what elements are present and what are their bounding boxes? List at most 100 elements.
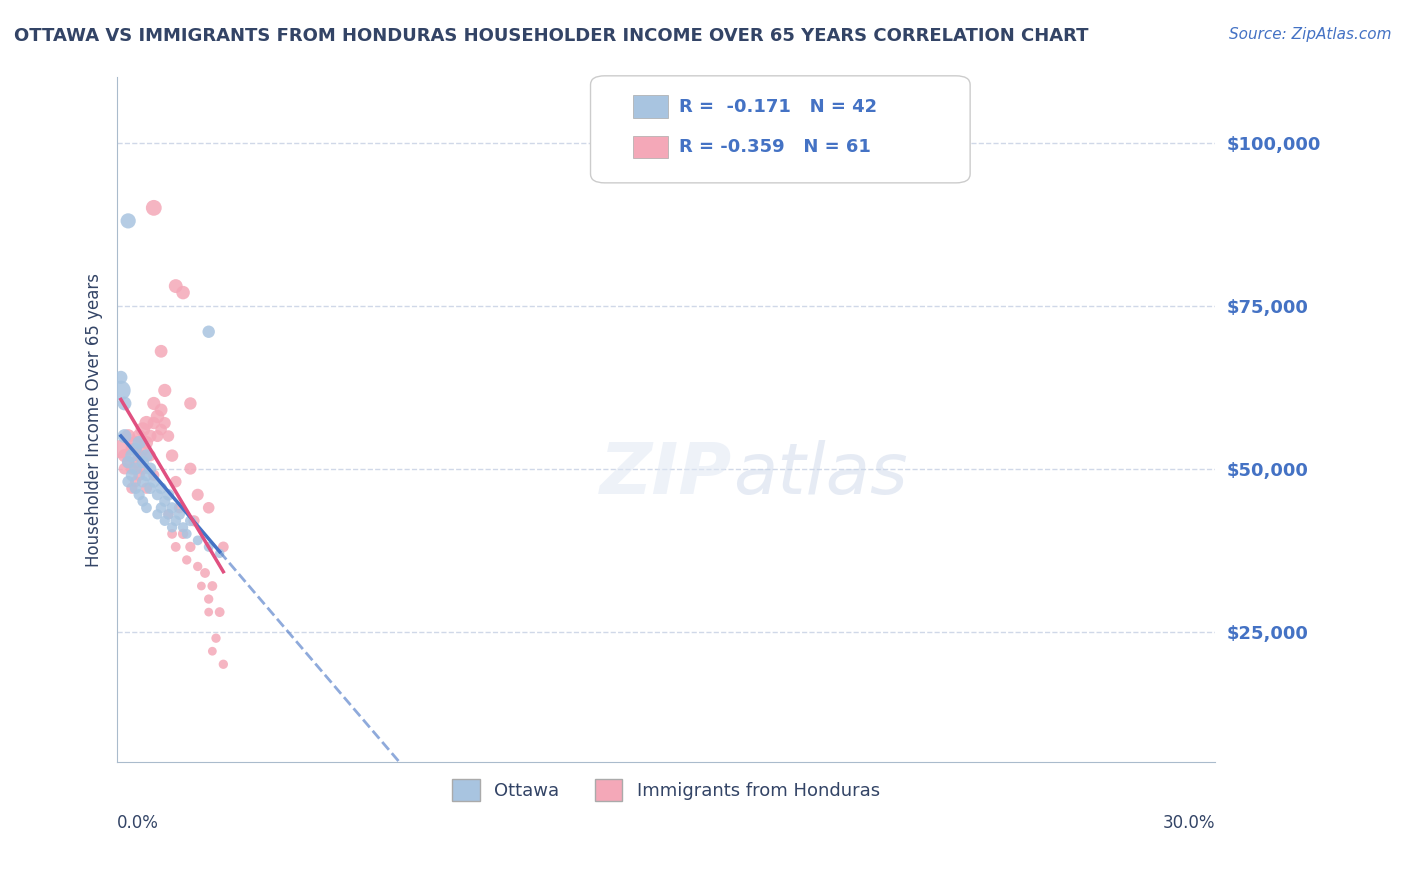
- Point: [165, 475, 187, 489]
- Point: [135, 435, 157, 450]
- Point: [142, 201, 165, 215]
- Point: [179, 396, 201, 410]
- Point: [212, 657, 235, 672]
- Point: [135, 481, 157, 495]
- Point: [160, 526, 183, 541]
- Legend: Ottawa, Immigrants from Honduras: Ottawa, Immigrants from Honduras: [446, 772, 887, 808]
- Text: OTTAWA VS IMMIGRANTS FROM HONDURAS HOUSEHOLDER INCOME OVER 65 YEARS CORRELATION : OTTAWA VS IMMIGRANTS FROM HONDURAS HOUSE…: [14, 27, 1088, 45]
- Text: Source: ZipAtlas.com: Source: ZipAtlas.com: [1229, 27, 1392, 42]
- Point: [132, 442, 155, 456]
- Point: [132, 461, 155, 475]
- Point: [201, 644, 224, 658]
- Point: [146, 409, 169, 424]
- Point: [190, 579, 212, 593]
- Point: [172, 285, 194, 300]
- Point: [197, 540, 219, 554]
- Point: [179, 461, 201, 475]
- Point: [124, 455, 146, 469]
- Point: [128, 449, 150, 463]
- Point: [179, 540, 201, 554]
- Point: [114, 461, 136, 475]
- Point: [169, 508, 191, 522]
- Point: [197, 592, 219, 607]
- Point: [208, 546, 231, 560]
- Point: [132, 475, 155, 489]
- Point: [135, 449, 157, 463]
- Point: [153, 384, 176, 398]
- Point: [124, 475, 146, 489]
- Point: [117, 455, 139, 469]
- Point: [142, 475, 165, 489]
- Point: [179, 514, 201, 528]
- Point: [121, 481, 143, 495]
- Point: [157, 508, 180, 522]
- Point: [110, 384, 132, 398]
- Point: [183, 514, 205, 528]
- Text: 0.0%: 0.0%: [117, 814, 159, 832]
- Point: [142, 396, 165, 410]
- Point: [153, 514, 176, 528]
- Point: [117, 214, 139, 228]
- Point: [121, 449, 143, 463]
- Point: [117, 455, 139, 469]
- Text: ZIP: ZIP: [600, 440, 733, 509]
- Point: [121, 442, 143, 456]
- Point: [172, 520, 194, 534]
- Point: [197, 325, 219, 339]
- Point: [117, 429, 139, 443]
- Point: [135, 416, 157, 430]
- Point: [114, 429, 136, 443]
- Point: [176, 553, 198, 567]
- Point: [139, 461, 162, 475]
- Y-axis label: Householder Income Over 65 years: Householder Income Over 65 years: [86, 273, 103, 566]
- Point: [132, 494, 155, 508]
- Point: [124, 435, 146, 450]
- Point: [135, 500, 157, 515]
- Point: [157, 508, 180, 522]
- Point: [124, 481, 146, 495]
- Point: [142, 416, 165, 430]
- Point: [142, 468, 165, 483]
- Point: [212, 540, 235, 554]
- Point: [121, 461, 143, 475]
- Point: [146, 429, 169, 443]
- Point: [201, 579, 224, 593]
- Point: [150, 481, 173, 495]
- Point: [128, 429, 150, 443]
- Point: [110, 370, 132, 384]
- Point: [187, 533, 209, 548]
- Point: [172, 526, 194, 541]
- Point: [135, 468, 157, 483]
- Point: [153, 494, 176, 508]
- Point: [165, 540, 187, 554]
- Point: [132, 455, 155, 469]
- Point: [132, 423, 155, 437]
- Point: [197, 605, 219, 619]
- Point: [128, 435, 150, 450]
- Point: [114, 449, 136, 463]
- Point: [128, 468, 150, 483]
- Point: [197, 500, 219, 515]
- Point: [150, 344, 173, 359]
- Point: [128, 488, 150, 502]
- Text: R = -0.359   N = 61: R = -0.359 N = 61: [679, 138, 870, 156]
- Point: [150, 500, 173, 515]
- Point: [121, 468, 143, 483]
- Point: [146, 488, 169, 502]
- Point: [124, 442, 146, 456]
- Point: [165, 514, 187, 528]
- Point: [205, 631, 228, 645]
- Point: [160, 500, 183, 515]
- Text: atlas: atlas: [733, 440, 907, 509]
- Point: [165, 279, 187, 293]
- Point: [150, 423, 173, 437]
- Point: [208, 605, 231, 619]
- Point: [139, 449, 162, 463]
- Point: [110, 442, 132, 456]
- Point: [117, 475, 139, 489]
- Text: R =  -0.171   N = 42: R = -0.171 N = 42: [679, 98, 877, 116]
- Point: [139, 481, 162, 495]
- Point: [187, 488, 209, 502]
- Point: [194, 566, 217, 580]
- Point: [160, 449, 183, 463]
